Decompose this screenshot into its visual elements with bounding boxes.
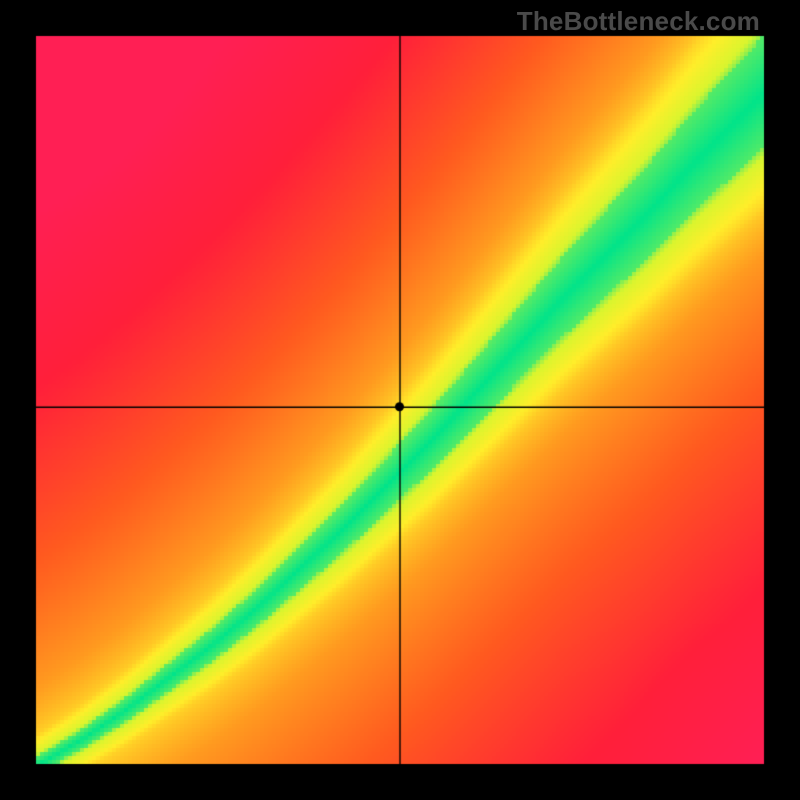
watermark-text: TheBottleneck.com — [517, 6, 760, 37]
chart-container: TheBottleneck.com — [0, 0, 800, 800]
bottleneck-heatmap — [0, 0, 800, 800]
